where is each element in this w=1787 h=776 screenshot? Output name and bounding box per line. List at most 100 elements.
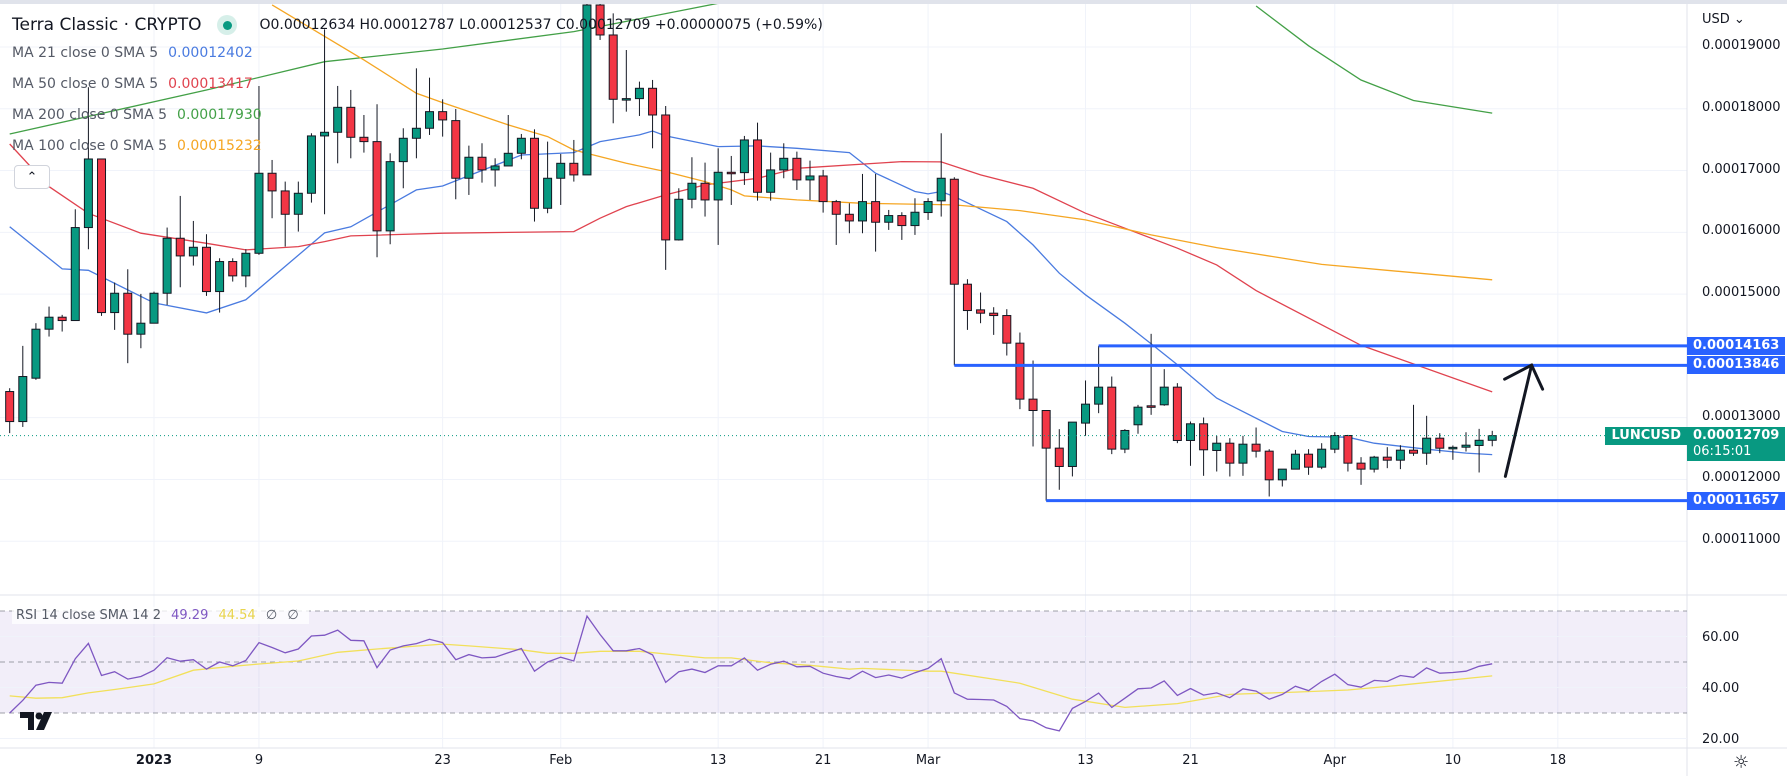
indicator-ma50[interactable]: MA 50 close 0 SMA 5 0.00013417 bbox=[12, 69, 823, 100]
candle-down bbox=[451, 120, 461, 179]
time-axis-label: 2023 bbox=[135, 753, 173, 768]
candle-up bbox=[188, 246, 198, 257]
candle-down bbox=[5, 391, 15, 423]
candle-up bbox=[1487, 435, 1497, 441]
time-axis-label: Feb bbox=[549, 753, 573, 768]
candle-up bbox=[1185, 423, 1195, 441]
gear-icon[interactable]: ☼ bbox=[1733, 752, 1750, 773]
candle-down bbox=[700, 182, 710, 201]
candle-down bbox=[201, 246, 211, 293]
candle-down bbox=[1172, 386, 1182, 441]
rsi-legend[interactable]: RSI 14 close SMA 14 2 49.29 44.54 ∅ ∅ bbox=[12, 607, 309, 624]
candle-down bbox=[346, 106, 356, 138]
price-pane[interactable] bbox=[0, 0, 1687, 503]
indicator-value: 0.00017930 bbox=[177, 107, 262, 123]
indicator-ma21[interactable]: MA 21 close 0 SMA 5 0.00012402 bbox=[12, 38, 823, 69]
currency-label: USD bbox=[1702, 12, 1730, 27]
candle-up bbox=[1448, 446, 1458, 450]
candle-up bbox=[31, 328, 41, 379]
candle-down bbox=[897, 215, 907, 227]
rsi-line bbox=[9, 614, 1493, 732]
ma-line-ma200 bbox=[1255, 5, 1493, 114]
price-axis-label: 0.00012000 bbox=[1702, 470, 1781, 486]
candle-down bbox=[989, 312, 999, 317]
candle-up bbox=[293, 192, 303, 215]
candle-up bbox=[1330, 435, 1340, 450]
candle-up bbox=[1290, 453, 1300, 470]
candle-up bbox=[766, 169, 776, 193]
candle-down bbox=[438, 111, 448, 121]
candle-down bbox=[1054, 447, 1064, 467]
candle-down bbox=[267, 172, 277, 192]
price-axis-label: 0.00011000 bbox=[1702, 532, 1781, 548]
time-axis-label: 10 bbox=[1444, 753, 1462, 768]
candle-up bbox=[149, 292, 159, 324]
candle-down bbox=[1002, 315, 1012, 344]
candle-down bbox=[1107, 386, 1117, 450]
currency-selector[interactable]: USD ⌄ bbox=[1702, 12, 1745, 27]
candle-up bbox=[44, 316, 54, 330]
candle-down bbox=[949, 178, 959, 285]
candle-up bbox=[634, 87, 644, 100]
candle-down bbox=[962, 283, 972, 312]
arrow-head bbox=[1503, 363, 1545, 391]
ma-line-ma50 bbox=[9, 143, 1493, 393]
chevron-up-icon: ⌃ bbox=[26, 170, 38, 185]
candle-down bbox=[1304, 453, 1314, 468]
candle-up bbox=[503, 152, 513, 167]
candle-up bbox=[254, 172, 264, 254]
chevron-down-icon: ⌄ bbox=[1733, 12, 1745, 27]
candle-up bbox=[1317, 448, 1327, 468]
candle-up bbox=[83, 158, 93, 229]
top-border bbox=[0, 0, 1787, 4]
candle-up bbox=[70, 227, 80, 322]
candle-up bbox=[556, 162, 566, 179]
time-axis-label: 9 bbox=[254, 753, 264, 768]
price-axis-label: 0.00015000 bbox=[1702, 285, 1781, 301]
bar-countdown: 06:15:01 bbox=[1693, 444, 1752, 459]
candle-down bbox=[1015, 342, 1025, 400]
level-tag: 0.00014163 bbox=[1687, 336, 1785, 355]
candle-up bbox=[779, 157, 789, 171]
indicator-value: 0.00015232 bbox=[177, 138, 262, 154]
level-tag: 0.00013846 bbox=[1687, 356, 1785, 375]
indicator-ma100[interactable]: MA 100 close 0 SMA 5 0.00015232 bbox=[12, 131, 823, 162]
candle-up bbox=[1094, 386, 1104, 405]
candle-up bbox=[215, 261, 225, 293]
candle-up bbox=[687, 182, 697, 200]
candle-down bbox=[123, 292, 133, 335]
collapse-legend-button[interactable]: ⌃ bbox=[14, 165, 50, 189]
chart-legend: Terra Classic · CRYPTO O0.00012634 H0.00… bbox=[12, 12, 823, 162]
candle-down bbox=[818, 175, 828, 203]
candle-up bbox=[110, 292, 120, 314]
rsi-pane[interactable] bbox=[0, 610, 1687, 739]
indicator-label: MA 21 close 0 SMA 5 bbox=[12, 45, 159, 61]
candle-up bbox=[1133, 406, 1143, 426]
market-status-icon[interactable] bbox=[217, 15, 238, 35]
candle-up bbox=[884, 215, 894, 223]
candle-up bbox=[18, 376, 28, 423]
time-axis-label: 13 bbox=[709, 753, 727, 768]
level-tag: 0.00011657 bbox=[1687, 491, 1785, 510]
candle-down bbox=[175, 237, 185, 257]
candle-down bbox=[529, 137, 539, 209]
tradingview-logo[interactable] bbox=[20, 712, 58, 734]
indicator-label: MA 100 close 0 SMA 5 bbox=[12, 138, 168, 154]
candle-up bbox=[136, 322, 146, 335]
time-axis-label: Mar bbox=[915, 753, 941, 768]
candle-up bbox=[1422, 437, 1432, 454]
candle-down bbox=[1041, 410, 1051, 449]
time-axis-label: 18 bbox=[1549, 753, 1567, 768]
candle-up bbox=[1212, 442, 1222, 451]
candle-down bbox=[661, 114, 671, 241]
indicator-ma200[interactable]: MA 200 close 0 SMA 5 0.00017930 bbox=[12, 100, 823, 131]
rsi-extra-value: ∅ bbox=[265, 608, 278, 623]
candle-up bbox=[621, 98, 631, 101]
candle-down bbox=[844, 213, 854, 222]
candle-up bbox=[674, 198, 684, 241]
candle-down bbox=[608, 34, 618, 100]
symbol-title[interactable]: Terra Classic · CRYPTO bbox=[12, 15, 202, 35]
candle-up bbox=[936, 177, 946, 202]
ma-line-ma21 bbox=[9, 130, 1493, 456]
